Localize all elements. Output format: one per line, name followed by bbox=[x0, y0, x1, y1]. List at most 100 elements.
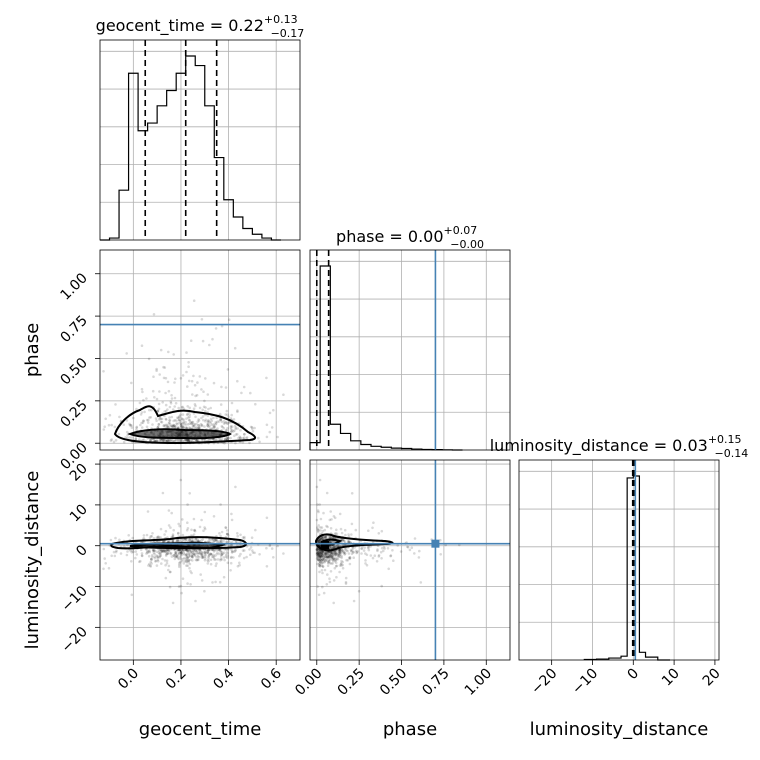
scatter-point-geocent_time-vs-luminosity_distance bbox=[173, 557, 177, 561]
scatter-point-phase-vs-luminosity_distance bbox=[326, 573, 329, 576]
scatter-point-phase-vs-luminosity_distance bbox=[342, 539, 346, 542]
scatter-point-phase-vs-luminosity_distance bbox=[320, 538, 323, 541]
scatter-point-phase-vs-luminosity_distance bbox=[318, 543, 322, 547]
scatter-point-phase-vs-luminosity_distance bbox=[328, 555, 332, 559]
scatter-point-geocent_time-vs-luminosity_distance bbox=[185, 555, 189, 558]
scatter-point-geocent_time-vs-luminosity_distance bbox=[176, 548, 179, 551]
scatter-point-phase-vs-luminosity_distance bbox=[350, 549, 353, 553]
scatter-point-geocent_time-vs-phase bbox=[150, 408, 153, 412]
scatter-point-phase-vs-luminosity_distance bbox=[319, 560, 322, 564]
scatter-point-geocent_time-vs-phase bbox=[125, 419, 129, 422]
scatter-point-phase-vs-luminosity_distance bbox=[316, 554, 320, 557]
scatter-point-geocent_time-vs-phase bbox=[140, 344, 144, 348]
scatter-point-phase-vs-luminosity_distance bbox=[349, 548, 353, 552]
scatter-point-geocent_time-vs-phase bbox=[197, 419, 201, 422]
scatter-point-geocent_time-vs-luminosity_distance bbox=[168, 570, 172, 574]
scatter-point-geocent_time-vs-phase bbox=[125, 430, 129, 434]
scatter-point-geocent_time-vs-phase bbox=[212, 438, 215, 442]
scatter-point-geocent_time-vs-luminosity_distance bbox=[180, 549, 183, 552]
scatter-point-phase-vs-luminosity_distance bbox=[321, 558, 324, 561]
scatter-point-phase-vs-luminosity_distance bbox=[328, 553, 331, 557]
scatter-point-geocent_time-vs-phase bbox=[180, 425, 184, 428]
scatter-point-geocent_time-vs-luminosity_distance bbox=[191, 555, 194, 559]
scatter-point-phase-vs-luminosity_distance bbox=[318, 554, 321, 557]
scatter-point-geocent_time-vs-phase bbox=[164, 439, 168, 443]
scatter-point-geocent_time-vs-phase bbox=[158, 439, 161, 442]
scatter-point-phase-vs-luminosity_distance bbox=[338, 512, 342, 516]
scatter-point-geocent_time-vs-luminosity_distance bbox=[158, 556, 161, 559]
scatter-point-geocent_time-vs-phase bbox=[128, 422, 131, 426]
scatter-point-geocent_time-vs-luminosity_distance bbox=[179, 551, 182, 555]
scatter-point-geocent_time-vs-luminosity_distance bbox=[190, 555, 194, 558]
scatter-point-geocent_time-vs-phase bbox=[197, 426, 201, 429]
xtick-label-luminosity_distance-2: 0 bbox=[624, 666, 642, 684]
scatter-point-phase-vs-luminosity_distance bbox=[315, 557, 319, 560]
scatter-point-geocent_time-vs-phase bbox=[229, 424, 233, 428]
scatter-point-geocent_time-vs-phase bbox=[200, 423, 204, 427]
scatter-point-geocent_time-vs-luminosity_distance bbox=[178, 548, 181, 552]
scatter-point-geocent_time-vs-phase bbox=[207, 438, 211, 442]
scatter-point-phase-vs-luminosity_distance bbox=[316, 557, 320, 560]
scatter-point-geocent_time-vs-luminosity_distance bbox=[203, 558, 207, 562]
scatter-point-geocent_time-vs-luminosity_distance bbox=[219, 557, 222, 561]
scatter-point-geocent_time-vs-phase bbox=[141, 438, 144, 442]
scatter-point-geocent_time-vs-phase bbox=[139, 413, 143, 416]
scatter-point-geocent_time-vs-luminosity_distance bbox=[225, 540, 228, 543]
scatter-point-phase-vs-luminosity_distance bbox=[331, 553, 335, 556]
scatter-point-phase-vs-luminosity_distance bbox=[332, 579, 336, 582]
scatter-point-phase-vs-luminosity_distance bbox=[320, 555, 323, 559]
scatter-point-geocent_time-vs-luminosity_distance bbox=[216, 551, 219, 554]
scatter-point-geocent_time-vs-phase bbox=[216, 420, 219, 424]
scatter-point-geocent_time-vs-phase bbox=[179, 422, 183, 425]
scatter-point-phase-vs-luminosity_distance bbox=[376, 549, 379, 553]
scatter-point-geocent_time-vs-luminosity_distance bbox=[222, 539, 225, 543]
scatter-point-geocent_time-vs-luminosity_distance bbox=[153, 555, 156, 559]
scatter-point-geocent_time-vs-luminosity_distance bbox=[212, 553, 215, 557]
scatter-point-geocent_time-vs-luminosity_distance bbox=[159, 548, 163, 552]
scatter-point-geocent_time-vs-luminosity_distance bbox=[169, 551, 173, 555]
scatter-point-geocent_time-vs-luminosity_distance bbox=[162, 549, 165, 553]
ytick-label-phase-1: 0.25 bbox=[57, 397, 90, 430]
scatter-point-geocent_time-vs-luminosity_distance bbox=[194, 537, 197, 541]
scatter-point-geocent_time-vs-phase bbox=[190, 420, 194, 424]
scatter-point-geocent_time-vs-luminosity_distance bbox=[177, 549, 180, 553]
ylabel-phase: phase bbox=[22, 323, 43, 377]
scatter-point-phase-vs-luminosity_distance bbox=[318, 552, 322, 556]
scatter-point-geocent_time-vs-phase bbox=[168, 419, 171, 422]
scatter-point-phase-vs-luminosity_distance bbox=[338, 550, 342, 554]
scatter-point-phase-vs-luminosity_distance bbox=[315, 548, 319, 551]
scatter-point-geocent_time-vs-phase bbox=[109, 439, 113, 442]
scatter-point-geocent_time-vs-luminosity_distance bbox=[180, 552, 184, 556]
scatter-point-geocent_time-vs-luminosity_distance bbox=[212, 539, 216, 543]
scatter-point-phase-vs-luminosity_distance bbox=[320, 559, 323, 562]
scatter-point-geocent_time-vs-phase bbox=[224, 386, 228, 389]
scatter-point-geocent_time-vs-luminosity_distance bbox=[191, 559, 194, 562]
scatter-point-geocent_time-vs-phase bbox=[232, 430, 235, 433]
scatter-point-geocent_time-vs-luminosity_distance bbox=[190, 539, 194, 543]
scatter-point-geocent_time-vs-luminosity_distance bbox=[169, 552, 172, 556]
scatter-point-phase-vs-luminosity_distance bbox=[335, 532, 339, 536]
scatter-point-geocent_time-vs-phase bbox=[234, 433, 238, 436]
scatter-point-geocent_time-vs-phase bbox=[138, 401, 142, 405]
scatter-point-geocent_time-vs-phase bbox=[177, 426, 180, 430]
scatter-point-geocent_time-vs-luminosity_distance bbox=[145, 533, 149, 537]
scatter-point-phase-vs-luminosity_distance bbox=[318, 540, 321, 543]
scatter-point-geocent_time-vs-phase bbox=[167, 422, 171, 425]
scatter-point-geocent_time-vs-luminosity_distance bbox=[140, 554, 144, 557]
scatter-point-phase-vs-luminosity_distance bbox=[329, 551, 333, 555]
scatter-point-phase-vs-luminosity_distance bbox=[344, 582, 348, 585]
scatter-point-geocent_time-vs-luminosity_distance bbox=[157, 535, 160, 538]
scatter-point-geocent_time-vs-phase bbox=[154, 417, 158, 420]
scatter-point-geocent_time-vs-phase bbox=[155, 439, 158, 443]
scatter-point-phase-vs-luminosity_distance bbox=[330, 555, 333, 559]
scatter-point-phase-vs-luminosity_distance bbox=[317, 553, 320, 556]
histogram-geocent_time bbox=[100, 55, 281, 241]
xtick-label-phase-3: 0.75 bbox=[419, 666, 452, 699]
scatter-point-geocent_time-vs-phase bbox=[168, 405, 172, 409]
scatter-point-geocent_time-vs-phase bbox=[234, 427, 238, 431]
scatter-point-phase-vs-luminosity_distance bbox=[319, 563, 322, 567]
scatter-point-geocent_time-vs-luminosity_distance bbox=[182, 538, 185, 541]
scatter-point-geocent_time-vs-luminosity_distance bbox=[186, 564, 189, 567]
scatter-point-phase-vs-luminosity_distance bbox=[334, 551, 338, 555]
scatter-point-phase-vs-luminosity_distance bbox=[315, 548, 319, 552]
